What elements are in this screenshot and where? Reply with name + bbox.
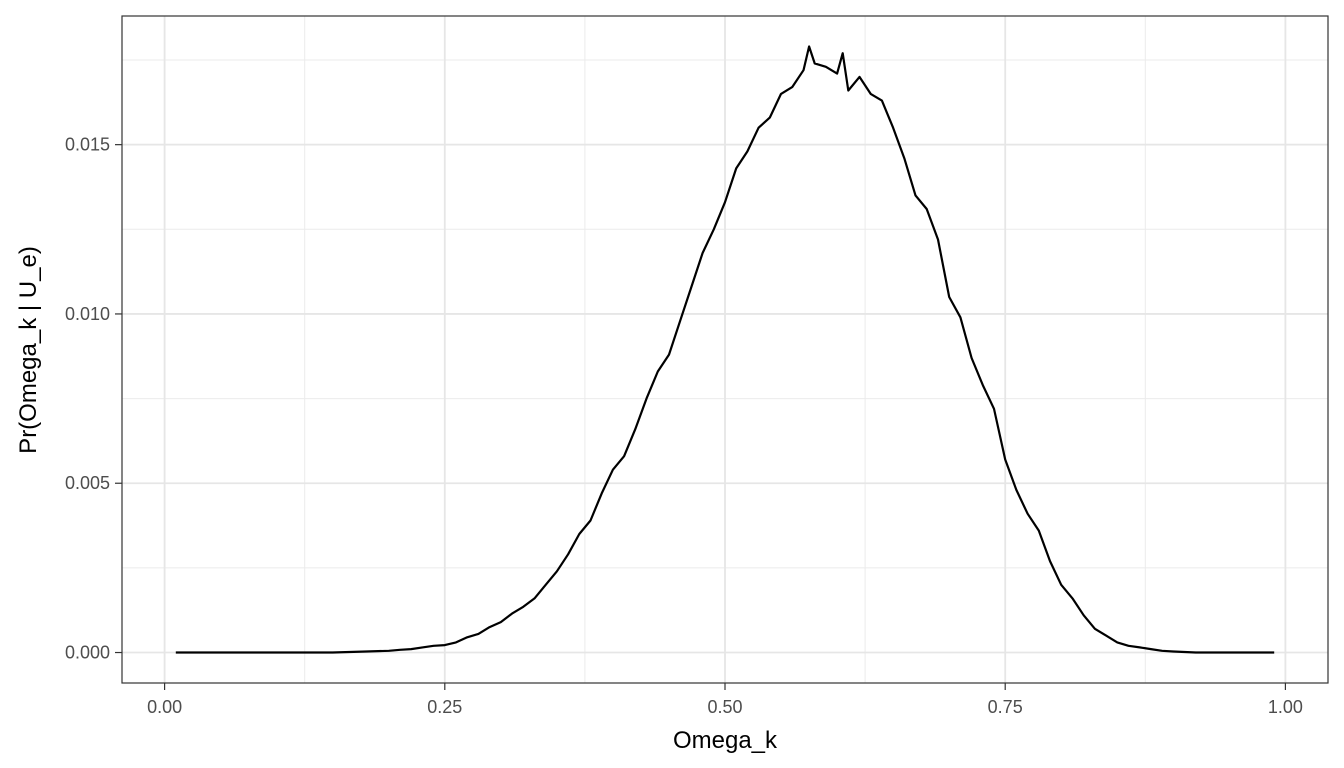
x-tick-label: 1.00 [1268,697,1303,717]
series-line [175,45,1275,654]
y-tick-label: 0.000 [65,643,110,663]
x-tick-label: 0.50 [707,697,742,717]
x-axis: 0.00 0.25 0.50 0.75 1.00 [147,683,1303,717]
data-layer [175,45,1275,654]
y-axis: 0.000 0.005 0.010 0.015 [65,135,122,663]
x-tick-label: 0.25 [427,697,462,717]
x-tick-label: 0.00 [147,697,182,717]
y-axis-title: Pr(Omega_k | U_e) [15,246,42,454]
grid-major [122,16,1328,683]
y-tick-label: 0.010 [65,304,110,324]
y-tick-label: 0.005 [65,473,110,493]
y-tick-label: 0.015 [65,135,110,155]
x-tick-label: 0.75 [988,697,1023,717]
x-axis-title: Omega_k [673,727,778,754]
